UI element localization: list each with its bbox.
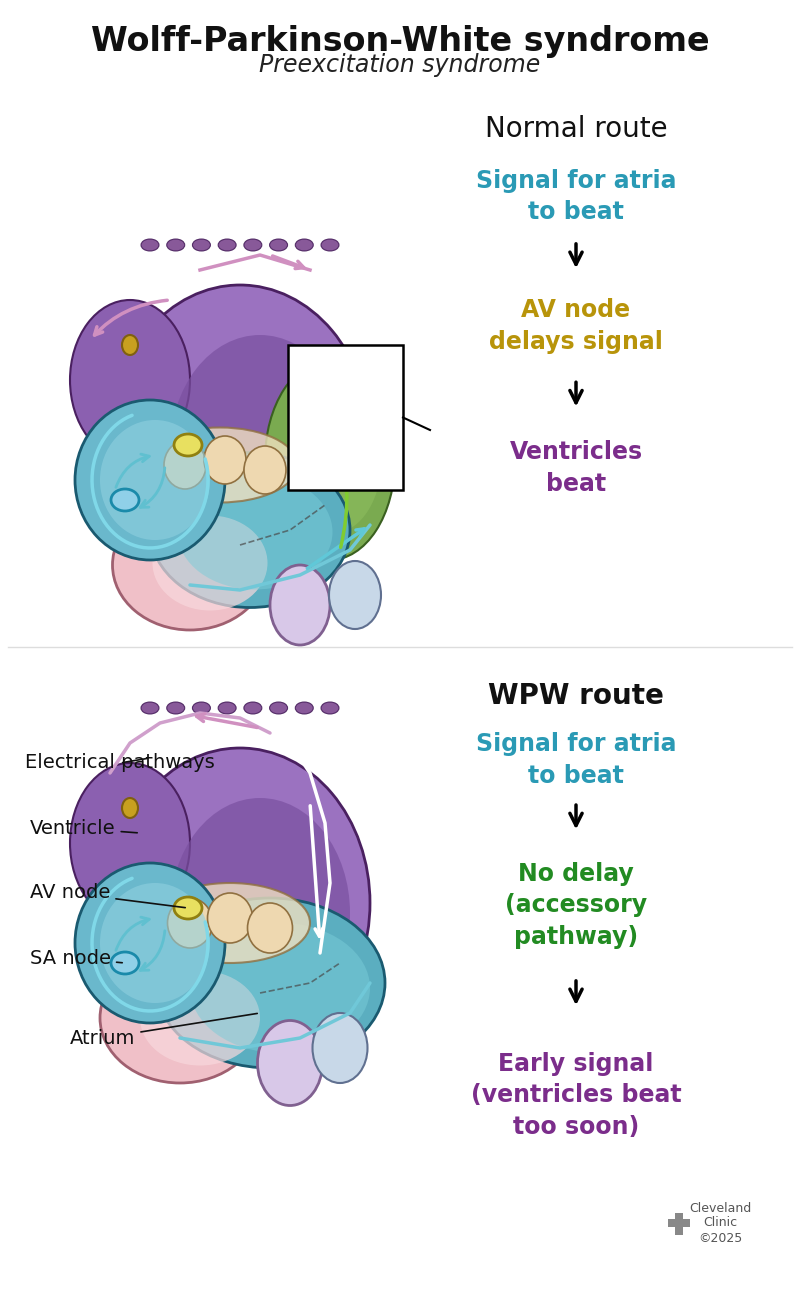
Ellipse shape (111, 952, 139, 974)
Ellipse shape (218, 239, 236, 251)
Ellipse shape (100, 953, 260, 1084)
Ellipse shape (122, 798, 138, 818)
Ellipse shape (150, 453, 350, 608)
Ellipse shape (141, 702, 159, 714)
Text: Ventricles
beat: Ventricles beat (510, 440, 642, 497)
Text: Electrical pathways: Electrical pathways (25, 754, 214, 772)
Ellipse shape (178, 475, 333, 590)
Ellipse shape (70, 300, 190, 460)
Ellipse shape (270, 565, 330, 645)
Ellipse shape (167, 899, 213, 948)
Ellipse shape (155, 899, 385, 1068)
Text: Cleveland
Clinic
©2025: Cleveland Clinic ©2025 (689, 1201, 751, 1244)
Ellipse shape (295, 239, 314, 251)
Bar (288, 345, 403, 490)
Ellipse shape (141, 239, 159, 251)
Ellipse shape (270, 702, 287, 714)
Text: Early signal
(ventricles beat
too soon): Early signal (ventricles beat too soon) (470, 1051, 682, 1139)
Ellipse shape (100, 883, 210, 1003)
Ellipse shape (111, 489, 139, 511)
Ellipse shape (170, 798, 350, 1028)
Ellipse shape (174, 897, 202, 919)
Ellipse shape (153, 516, 267, 610)
Text: Signal for atria
to beat: Signal for atria to beat (476, 168, 676, 225)
Ellipse shape (70, 763, 190, 923)
Text: AV node: AV node (30, 883, 186, 908)
Text: AV node
delays signal: AV node delays signal (489, 297, 663, 354)
Ellipse shape (164, 441, 206, 489)
Text: SA node: SA node (30, 949, 122, 967)
Bar (668, 1219, 690, 1227)
Ellipse shape (140, 971, 260, 1065)
Ellipse shape (170, 335, 350, 565)
Ellipse shape (244, 239, 262, 251)
Ellipse shape (110, 284, 370, 595)
Ellipse shape (207, 893, 253, 943)
Ellipse shape (190, 923, 370, 1053)
Ellipse shape (174, 434, 202, 456)
Ellipse shape (110, 747, 370, 1058)
Text: Normal route: Normal route (485, 115, 667, 144)
Ellipse shape (122, 335, 138, 356)
Text: Wolff-Parkinson-White syndrome: Wolff-Parkinson-White syndrome (90, 25, 710, 58)
Ellipse shape (75, 400, 225, 560)
Text: Signal for atria
to beat: Signal for atria to beat (476, 732, 676, 789)
Ellipse shape (321, 702, 339, 714)
Ellipse shape (265, 359, 395, 560)
Ellipse shape (166, 239, 185, 251)
Ellipse shape (193, 239, 210, 251)
Ellipse shape (100, 420, 210, 540)
Ellipse shape (204, 436, 246, 484)
Text: Ventricle: Ventricle (30, 818, 138, 838)
Ellipse shape (270, 239, 287, 251)
Text: Atrium: Atrium (70, 1014, 258, 1047)
Ellipse shape (295, 702, 314, 714)
Ellipse shape (244, 702, 262, 714)
Text: No delay
(accessory
pathway): No delay (accessory pathway) (505, 861, 647, 949)
Ellipse shape (75, 862, 225, 1023)
Ellipse shape (142, 428, 298, 503)
Ellipse shape (150, 883, 310, 963)
Ellipse shape (321, 239, 339, 251)
Bar (675, 1213, 683, 1235)
Ellipse shape (113, 500, 267, 630)
Ellipse shape (313, 1012, 367, 1084)
Ellipse shape (244, 446, 286, 494)
Ellipse shape (247, 903, 293, 953)
Ellipse shape (193, 702, 210, 714)
Text: WPW route: WPW route (488, 681, 664, 710)
Ellipse shape (166, 702, 185, 714)
Ellipse shape (258, 1020, 322, 1106)
Ellipse shape (329, 561, 381, 628)
Text: Preexcitation syndrome: Preexcitation syndrome (259, 53, 541, 76)
Ellipse shape (218, 702, 236, 714)
Ellipse shape (287, 378, 382, 533)
